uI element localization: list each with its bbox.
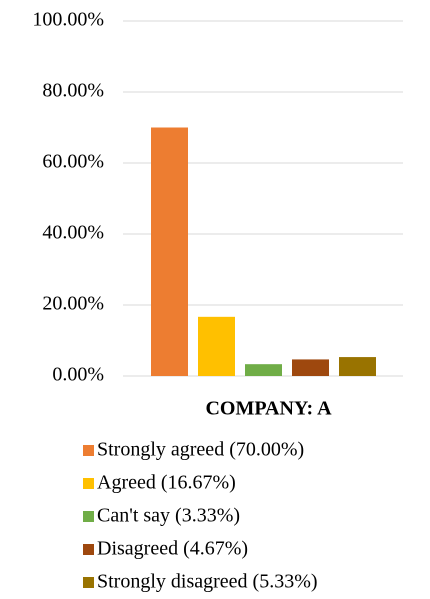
legend-label: Strongly agreed (70.00%) — [97, 439, 304, 461]
y-tick-label: 80.00% — [42, 80, 104, 102]
bar — [339, 357, 376, 376]
legend-swatch — [83, 577, 94, 588]
y-tick-label: 0.00% — [52, 364, 104, 386]
legend-swatch — [83, 511, 94, 522]
legend-label: Can't say (3.33%) — [97, 505, 240, 527]
bar — [198, 316, 235, 376]
legend-swatch — [83, 445, 94, 456]
bar — [292, 359, 329, 376]
y-tick-label: 20.00% — [42, 293, 104, 315]
y-tick-label: 100.00% — [32, 9, 104, 31]
legend-label: Strongly disagreed (5.33%) — [97, 571, 318, 593]
x-tick-label: COMPANY: A — [205, 398, 332, 420]
legend-label: Agreed (16.67%) — [97, 472, 236, 494]
y-tick-label: 40.00% — [42, 222, 104, 244]
legend-swatch — [83, 544, 94, 555]
legend-swatch — [83, 478, 94, 489]
bar — [151, 127, 188, 376]
y-tick-label: 60.00% — [42, 151, 104, 173]
bar — [245, 364, 282, 376]
legend-label: Disagreed (4.67%) — [97, 538, 248, 560]
